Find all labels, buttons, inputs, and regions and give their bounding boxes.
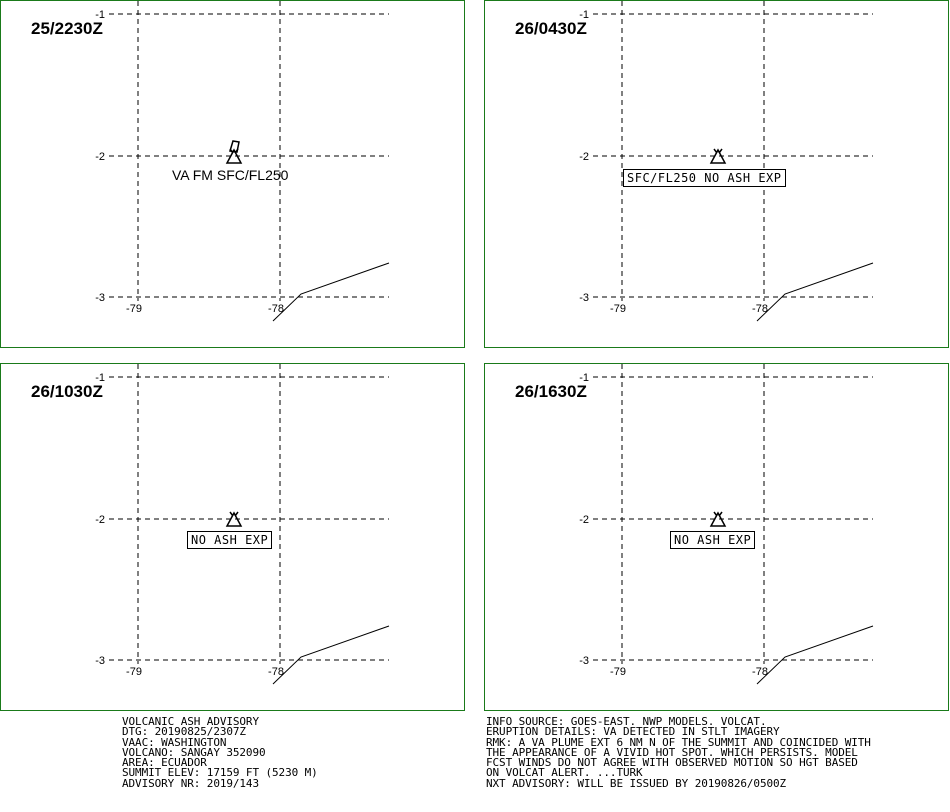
lat-tick-label: -2 xyxy=(579,514,589,526)
lon-tick-label: -78 xyxy=(752,666,768,678)
map-grid: -1 -2 -3 -79 -78 xyxy=(579,1,874,322)
lon-tick-label: -79 xyxy=(610,303,626,315)
advisory-line: VAAC: WASHINGTON xyxy=(122,735,227,749)
advisory-line: AREA: ECUADOR xyxy=(122,756,207,770)
ash-label: VA FM SFC/FL250 xyxy=(172,167,289,183)
lat-tick-label: -3 xyxy=(95,655,105,667)
lon-tick-label: -78 xyxy=(752,303,768,315)
border-line xyxy=(756,625,874,685)
lat-tick-label: -1 xyxy=(579,372,589,384)
lon-tick-label: -79 xyxy=(610,666,626,678)
ash-plume-outline xyxy=(229,140,240,153)
lat-tick-label: -1 xyxy=(95,9,105,21)
advisory-line: FCST WINDS DO NOT AGREE WITH OBSERVED MO… xyxy=(486,756,858,770)
volcano-icon xyxy=(709,511,727,527)
lat-tick-label: -2 xyxy=(95,151,105,163)
map-panel-1: -1 -2 -3 -79 -78 25/2230Z VA FM SFC/FL250 xyxy=(0,0,465,348)
advisory-line: NXT ADVISORY: WILL BE ISSUED BY 20190826… xyxy=(486,776,787,790)
lon-tick-label: -78 xyxy=(268,303,284,315)
volcano-icon xyxy=(225,511,243,527)
panel-time: 26/0430Z xyxy=(515,19,587,38)
advisory-line: ON VOLCAT ALERT. ...TURK xyxy=(486,766,643,780)
advisory-details-text: INFO SOURCE: GOES-EAST. NWP MODELS. VOLC… xyxy=(486,715,871,790)
lon-tick-label: -78 xyxy=(268,666,284,678)
ash-label: NO ASH EXP xyxy=(670,531,756,549)
advisory-line: DTG: 20190825/2307Z xyxy=(122,725,246,739)
ash-label: SFC/FL250 NO ASH EXP xyxy=(623,169,786,187)
lat-tick-label: -3 xyxy=(579,292,589,304)
advisory-line: VOLCANIC ASH ADVISORY xyxy=(122,715,259,728)
volcano-icon xyxy=(709,148,727,164)
advisory-line: SUMMIT ELEV: 17159 FT (5230 M) xyxy=(122,766,318,780)
map-grid: -1 -2 -3 -79 -78 xyxy=(95,364,390,685)
advisory-line: VOLCANO: SANGAY 352090 xyxy=(122,745,266,759)
advisory-line: ERUPTION DETAILS: VA DETECTED IN STLT IM… xyxy=(486,725,780,739)
map-grid: -1 -2 -3 -79 -78 xyxy=(95,1,390,322)
map-panel-3: -1 -2 -3 -79 -78 26/1030Z NO ASH EXP xyxy=(0,363,465,711)
map-panel-4: -1 -2 -3 -79 -78 26/1630Z NO ASH EXP xyxy=(484,363,949,711)
lon-tick-label: -79 xyxy=(126,303,142,315)
lat-tick-label: -3 xyxy=(95,292,105,304)
lat-tick-label: -1 xyxy=(579,9,589,21)
advisory-line: THE APPEARANCE OF A VIVID HOT SPOT. WHIC… xyxy=(486,745,858,759)
advisory-line: INFO SOURCE: GOES-EAST. NWP MODELS. VOLC… xyxy=(486,715,767,728)
lat-tick-label: -2 xyxy=(579,151,589,163)
lat-tick-label: -3 xyxy=(579,655,589,667)
map-grid: -1 -2 -3 -79 -78 xyxy=(579,364,874,685)
lat-tick-label: -1 xyxy=(95,372,105,384)
panel-time: 25/2230Z xyxy=(31,19,103,38)
lon-tick-label: -79 xyxy=(126,666,142,678)
map-panel-2: -1 -2 -3 -79 -78 26/0430Z SFC/FL250 NO ASH E… xyxy=(484,0,949,348)
panel-time: 26/1630Z xyxy=(515,382,587,401)
advisory-header-text: VOLCANIC ASH ADVISORY DTG: 20190825/2307Z… xyxy=(122,715,318,790)
panel-time: 26/1030Z xyxy=(31,382,103,401)
advisory-line: RMK: A VA PLUME EXT 6 NM N OF THE SUMMIT… xyxy=(486,735,871,749)
advisory-line: ADVISORY NR: 2019/143 xyxy=(122,776,259,790)
lat-tick-label: -2 xyxy=(95,514,105,526)
border-line xyxy=(756,262,874,322)
border-line xyxy=(272,262,390,322)
border-line xyxy=(272,625,390,685)
ash-label: NO ASH EXP xyxy=(187,531,273,549)
